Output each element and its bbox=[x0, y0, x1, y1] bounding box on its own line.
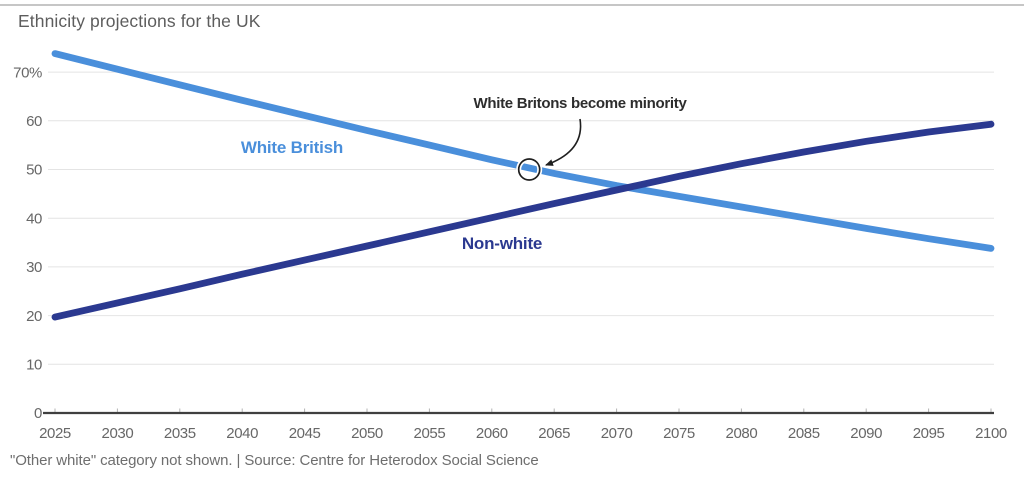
y-tick-label: 60 bbox=[26, 113, 42, 130]
x-tick-label: 2040 bbox=[226, 425, 258, 442]
annotation-text: White Britons become minority bbox=[474, 95, 688, 112]
x-tick-label: 2100 bbox=[975, 425, 1007, 442]
y-tick-label: 40 bbox=[26, 210, 42, 227]
x-tick-label: 2060 bbox=[476, 425, 508, 442]
x-tick-label: 2045 bbox=[289, 425, 321, 442]
series-label-non-white: Non-white bbox=[462, 234, 542, 253]
x-tick-label: 2065 bbox=[538, 425, 570, 442]
source-note: "Other white" category not shown. | Sour… bbox=[10, 452, 539, 469]
series-line-white-british bbox=[51, 50, 995, 252]
x-tick-label: 2035 bbox=[164, 425, 196, 442]
x-tick-label: 2095 bbox=[913, 425, 945, 442]
x-tick-label: 2030 bbox=[102, 425, 134, 442]
x-tick-label: 2050 bbox=[351, 425, 383, 442]
x-tick-label: 2085 bbox=[788, 425, 820, 442]
y-tick-label: 10 bbox=[26, 357, 42, 374]
chart-title: Ethnicity projections for the UK bbox=[18, 11, 261, 31]
y-tick-label: 0 bbox=[34, 405, 42, 422]
y-tick-label: 50 bbox=[26, 162, 42, 179]
series-label-white-british: White British bbox=[241, 138, 343, 157]
x-tick-label: 2090 bbox=[850, 425, 882, 442]
x-tick-label: 2025 bbox=[39, 425, 71, 442]
y-tick-label: 20 bbox=[26, 308, 42, 325]
top-border-divider bbox=[0, 4, 1024, 6]
x-tick-label: 2080 bbox=[726, 425, 758, 442]
x-tick-label: 2070 bbox=[601, 425, 633, 442]
y-tick-label: 70% bbox=[13, 64, 42, 81]
x-tick-label: 2075 bbox=[663, 425, 695, 442]
annotation-circle bbox=[517, 158, 541, 181]
series-line-non-white bbox=[51, 120, 995, 321]
x-tick-label: 2055 bbox=[414, 425, 446, 442]
y-tick-label: 30 bbox=[26, 259, 42, 276]
annotation-arrow bbox=[545, 118, 582, 166]
